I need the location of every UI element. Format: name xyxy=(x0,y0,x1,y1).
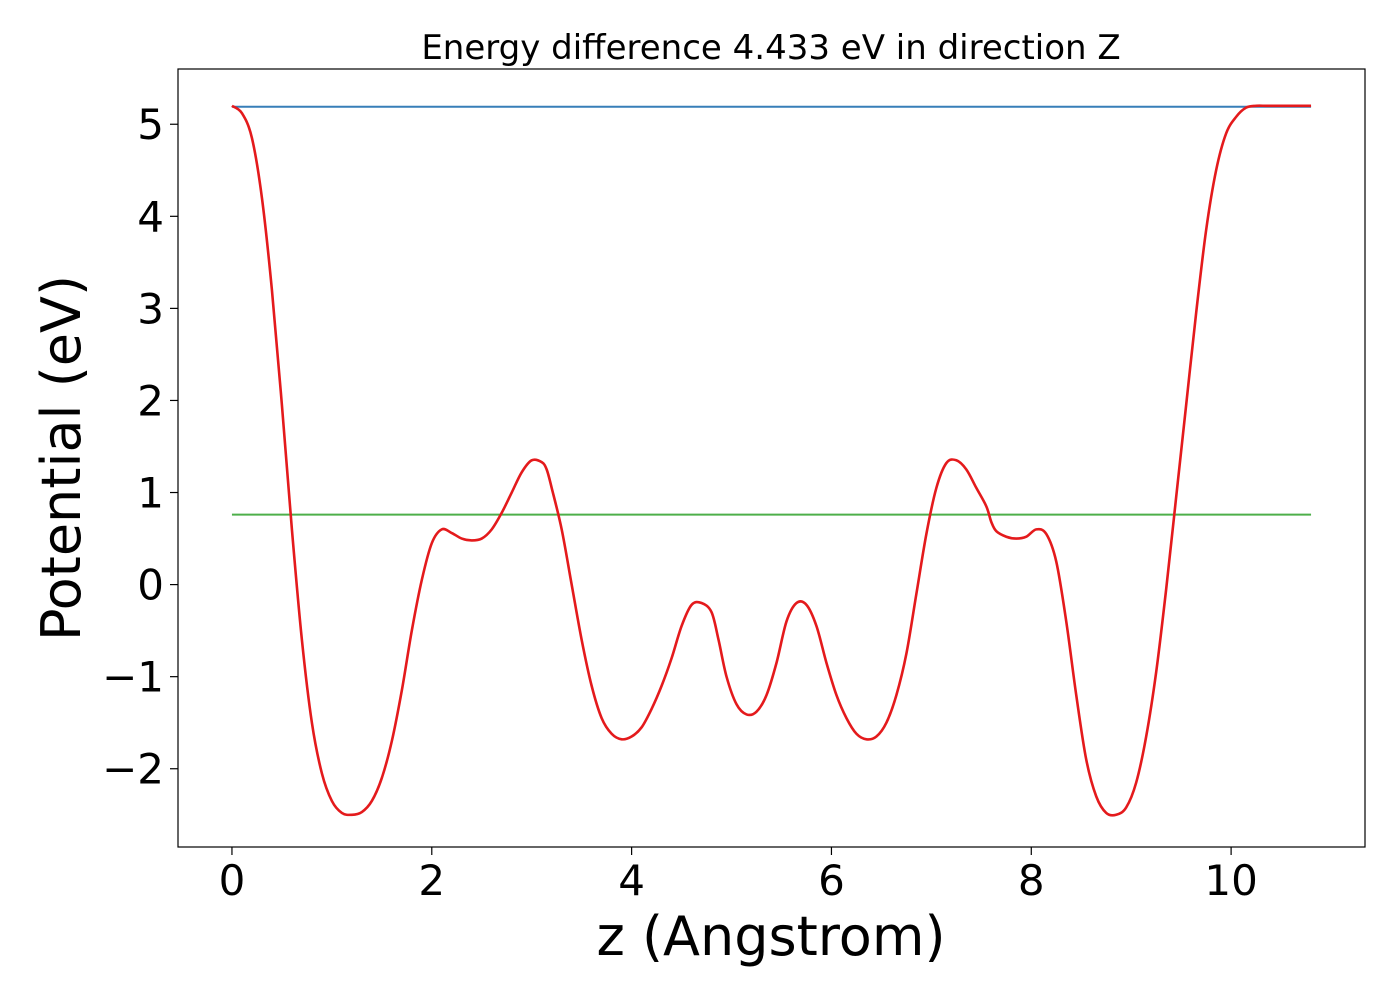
x-axis-label: z (Angstrom) xyxy=(596,905,945,968)
series-line-1 xyxy=(231,104,1312,817)
series-layer xyxy=(231,104,1312,817)
y-tick-label: −1 xyxy=(102,653,164,702)
y-tick-label: 2 xyxy=(137,376,164,425)
x-tick-label: 6 xyxy=(818,856,845,905)
y-axis-label: Potential (eV) xyxy=(30,275,93,641)
y-ticks: −2 −1 0 1 2 3 4 5 xyxy=(102,100,178,794)
x-tick-label: 0 xyxy=(219,856,246,905)
plot-frame xyxy=(177,68,1366,848)
y-tick-label: 3 xyxy=(137,284,164,333)
x-tick-label: 2 xyxy=(418,856,445,905)
y-tick-label: 4 xyxy=(137,192,164,241)
x-tick-label: 10 xyxy=(1204,856,1257,905)
chart-title: Energy difference 4.433 eV in direction … xyxy=(421,28,1120,68)
x-tick-label: 8 xyxy=(1018,856,1045,905)
y-tick-label: 1 xyxy=(137,469,164,518)
y-tick-label: 0 xyxy=(137,561,164,610)
x-tick-label: 4 xyxy=(618,856,645,905)
y-tick-label: −2 xyxy=(102,745,164,794)
y-tick-label: 5 xyxy=(137,100,164,149)
x-ticks: 0 2 4 6 8 10 xyxy=(219,847,1258,905)
